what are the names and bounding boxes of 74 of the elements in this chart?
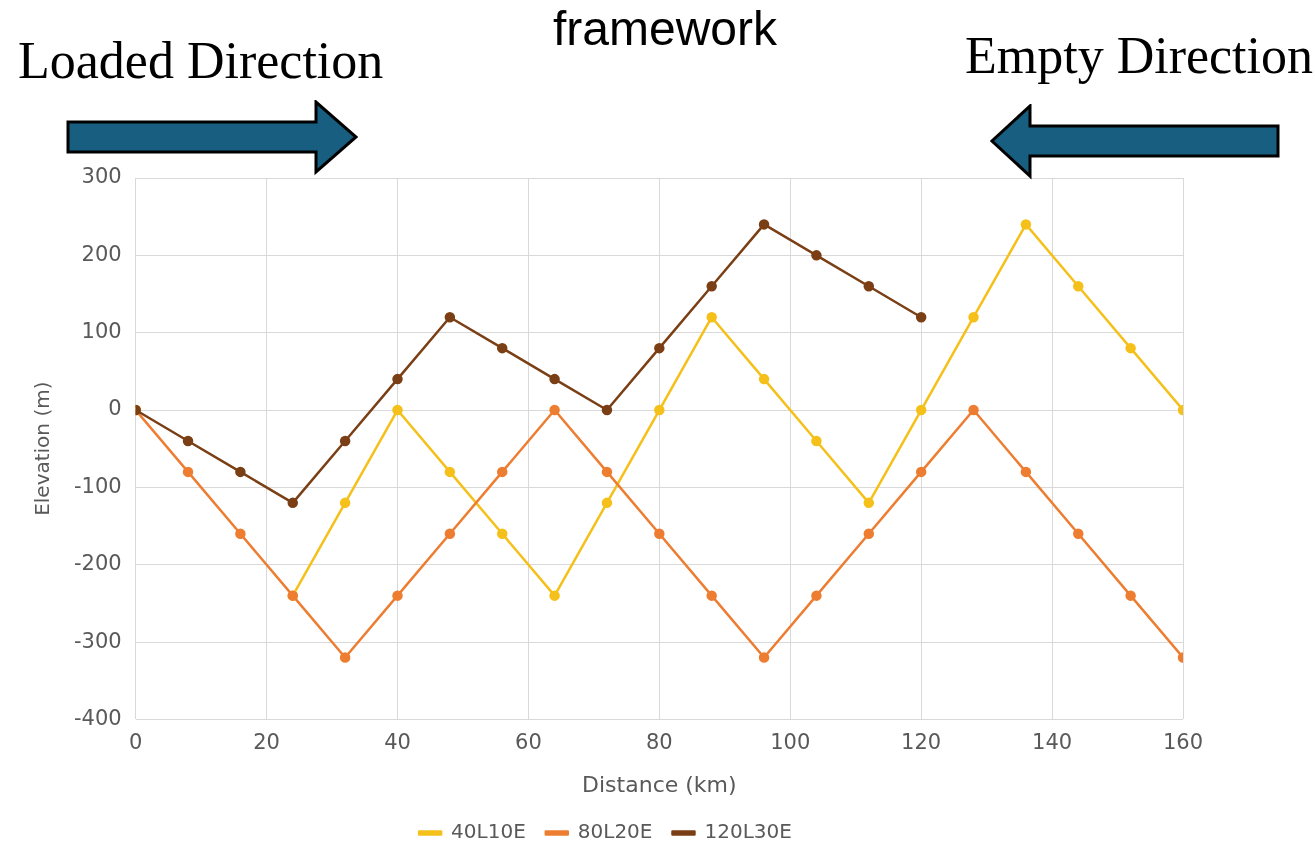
point: [1073, 281, 1084, 292]
y-tick-label: 0: [108, 396, 122, 421]
point: [235, 528, 246, 540]
legend-label: 80L20E: [577, 819, 653, 844]
legend-label: 120L30E: [704, 819, 792, 844]
point: [496, 466, 508, 478]
x-tick-label: 60: [515, 730, 542, 755]
x-tick-label: 160: [1162, 730, 1204, 755]
point: [601, 404, 613, 416]
point: [654, 342, 665, 354]
point: [392, 373, 403, 385]
point: [601, 497, 613, 509]
legend-label: 40L10E: [451, 819, 526, 844]
point: [392, 590, 403, 601]
point: [654, 404, 665, 416]
point: [654, 528, 665, 540]
y-tick-label: -300: [73, 628, 122, 653]
point: [915, 466, 927, 478]
point: [182, 466, 194, 478]
x-axis-title: Distance (km): [582, 771, 737, 797]
x-tick-label: 120: [901, 730, 942, 755]
point: [1020, 466, 1032, 478]
point: [758, 219, 770, 230]
y-tick-label: 300: [81, 164, 122, 189]
point: [1125, 342, 1136, 354]
point: [863, 497, 875, 509]
point: [392, 404, 403, 416]
x-tick-label: 100: [770, 730, 811, 755]
point: [915, 311, 927, 323]
x-tick-label: 40: [384, 730, 411, 755]
point: [968, 404, 979, 416]
chart-title: framework: [552, 2, 779, 56]
x-tick-label: 140: [1032, 730, 1073, 755]
point: [339, 497, 351, 509]
point: [601, 466, 613, 478]
point: [706, 590, 717, 601]
point: [1125, 590, 1136, 601]
point: [811, 590, 822, 601]
point: [444, 466, 456, 478]
point: [758, 373, 770, 385]
x-tick-label: 80: [645, 730, 673, 755]
point: [968, 311, 979, 323]
y-tick-label: 100: [81, 319, 122, 344]
x-tick-label: 20: [253, 730, 280, 755]
y-tick-label: -400: [73, 705, 122, 730]
y-tick-label: -100: [73, 473, 122, 498]
y-tick-label: -200: [73, 551, 122, 576]
point: [339, 652, 351, 663]
point: [1020, 219, 1032, 230]
point: [444, 528, 456, 540]
point: [496, 342, 508, 354]
point: [287, 497, 299, 509]
point: [863, 528, 875, 540]
point: [339, 435, 351, 447]
point: [1073, 528, 1084, 540]
point: [706, 311, 717, 323]
point: [863, 281, 875, 292]
y-axis-title: Elevation (m): [30, 381, 55, 516]
point: [496, 528, 508, 540]
point: [444, 311, 456, 323]
point: [549, 590, 560, 601]
x-tick-label: 0: [128, 730, 143, 755]
point: [758, 652, 770, 663]
point: [811, 435, 822, 447]
y-tick-label: 200: [81, 241, 122, 266]
point: [811, 250, 822, 261]
point: [706, 281, 717, 292]
point: [182, 435, 194, 447]
point: [235, 466, 246, 478]
text: Empty Direction: [964, 27, 1313, 84]
point: [549, 373, 560, 385]
point: [915, 404, 927, 416]
point: [549, 404, 560, 416]
text: Loaded Direction: [18, 32, 384, 89]
